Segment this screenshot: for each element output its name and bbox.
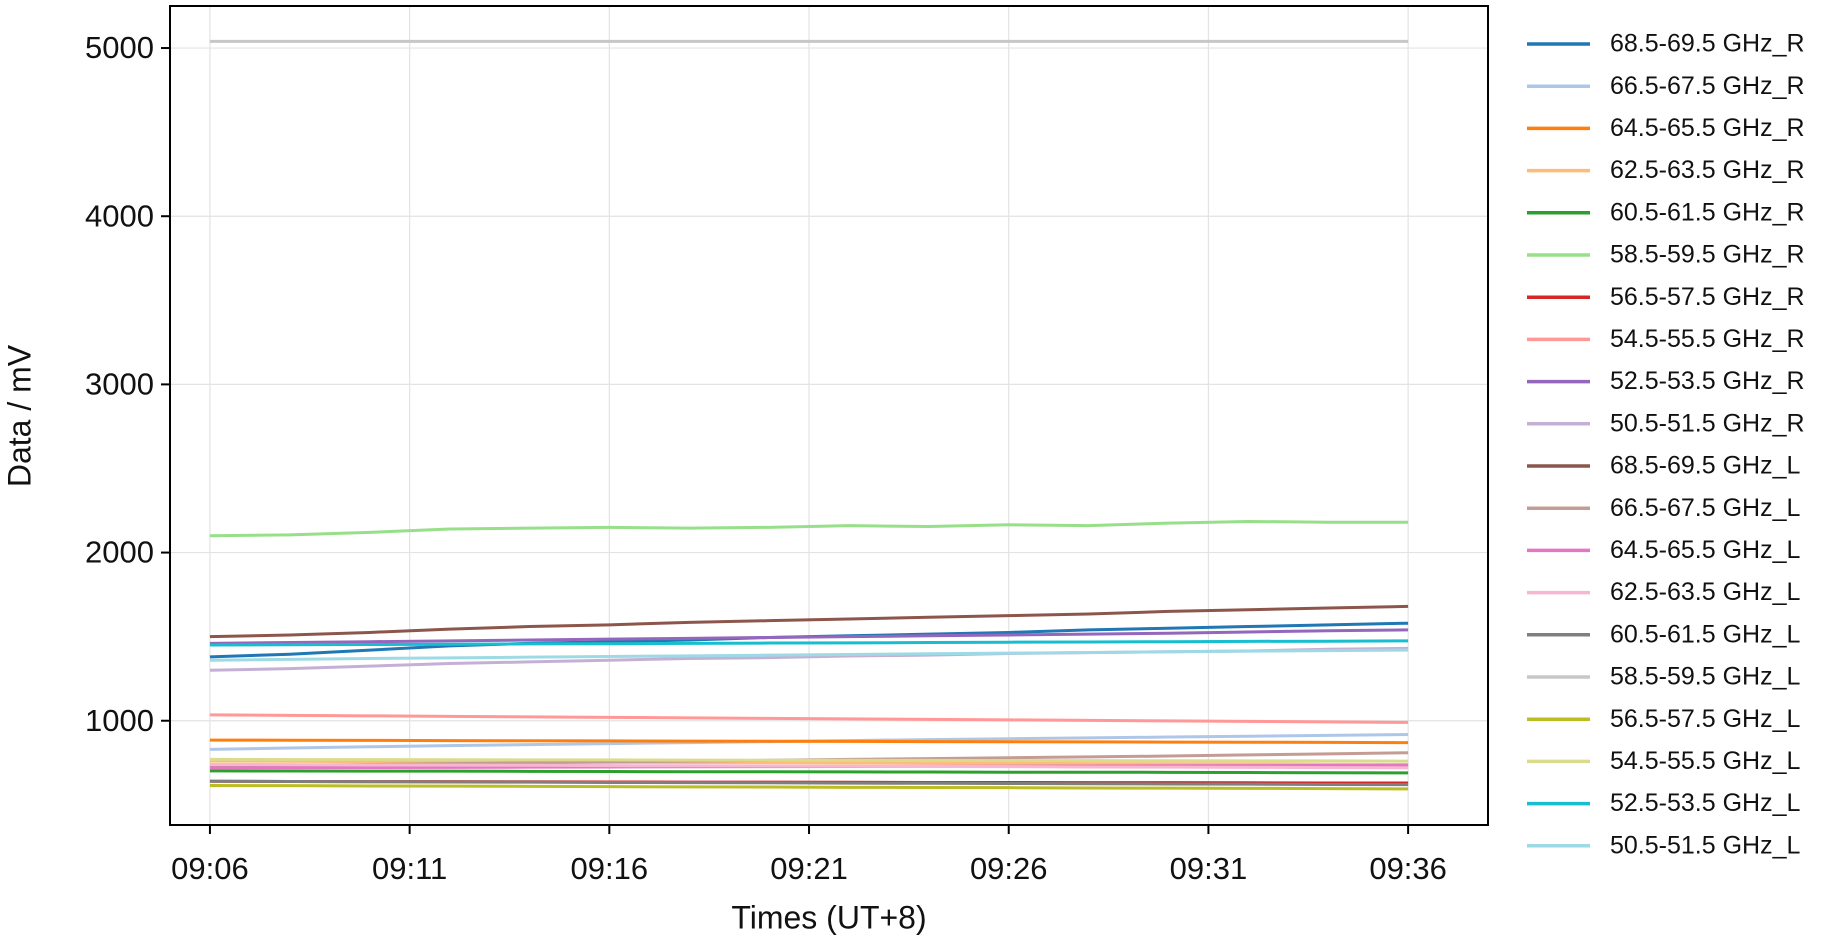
x-tick-label: 09:16 bbox=[571, 851, 649, 886]
plot-frame bbox=[169, 5, 1489, 826]
series-line bbox=[209, 759, 1409, 766]
series-line bbox=[209, 648, 1409, 662]
legend-label: 60.5-61.5 GHz_L bbox=[1610, 620, 1800, 648]
legend-label: 52.5-53.5 GHz_L bbox=[1610, 789, 1800, 817]
legend-label: 50.5-51.5 GHz_R bbox=[1610, 409, 1805, 437]
legend-label: 66.5-67.5 GHz_R bbox=[1610, 72, 1805, 100]
x-axis-label: Times (UT+8) bbox=[731, 899, 926, 935]
x-tick-label: 09:06 bbox=[171, 851, 249, 886]
legend-label: 56.5-57.5 GHz_L bbox=[1610, 705, 1800, 733]
y-tick-label: 4000 bbox=[85, 198, 154, 233]
legend: 68.5-69.5 GHz_R 66.5-67.5 GHz_R 64.5-65.5 … bbox=[1527, 30, 1805, 859]
x-tick-label: 09:36 bbox=[1369, 851, 1447, 886]
legend-label: 60.5-61.5 GHz_R bbox=[1610, 198, 1805, 226]
series-line bbox=[209, 783, 1409, 791]
legend-label: 56.5-57.5 GHz_R bbox=[1610, 283, 1805, 311]
legend-label: 64.5-65.5 GHz_L bbox=[1610, 536, 1800, 564]
legend-label: 50.5-51.5 GHz_L bbox=[1610, 831, 1800, 859]
legend-label: 58.5-59.5 GHz_R bbox=[1610, 241, 1805, 269]
y-tick-label: 3000 bbox=[85, 367, 154, 402]
series-line bbox=[209, 779, 1409, 787]
legend-label: 54.5-55.5 GHz_R bbox=[1610, 325, 1805, 353]
series-line bbox=[209, 604, 1409, 639]
ticks: 09:06 09:11 09:16 09:21 09:26 09:31 09:36 1000 2… bbox=[85, 30, 1447, 886]
y-axis-label: Data / mV bbox=[1, 344, 37, 487]
series-line bbox=[209, 769, 1409, 775]
x-tick-label: 09:21 bbox=[770, 851, 848, 886]
legend-label: 62.5-63.5 GHz_L bbox=[1610, 578, 1800, 606]
series-line bbox=[209, 519, 1409, 538]
y-tick-label: 5000 bbox=[85, 30, 154, 65]
legend-label: 68.5-69.5 GHz_R bbox=[1610, 30, 1805, 58]
series-line bbox=[209, 762, 1409, 770]
series-line bbox=[209, 628, 1409, 645]
legend-label: 58.5-59.5 GHz_L bbox=[1610, 663, 1800, 691]
lines bbox=[209, 39, 1409, 791]
series-line bbox=[209, 757, 1409, 763]
legend-label: 68.5-69.5 GHz_L bbox=[1610, 452, 1800, 480]
legend-label: 54.5-55.5 GHz_L bbox=[1610, 747, 1800, 775]
y-tick-label: 1000 bbox=[85, 703, 154, 738]
legend-label: 64.5-65.5 GHz_R bbox=[1610, 114, 1805, 142]
legend-label: 62.5-63.5 GHz_R bbox=[1610, 156, 1805, 184]
x-tick-label: 09:26 bbox=[970, 851, 1048, 886]
x-tick-label: 09:31 bbox=[1170, 851, 1248, 886]
y-tick-label: 2000 bbox=[85, 535, 154, 570]
series-line bbox=[209, 639, 1409, 647]
series-line bbox=[209, 713, 1409, 724]
x-tick-label: 09:11 bbox=[372, 851, 447, 886]
grid bbox=[170, 6, 1488, 825]
legend-label: 52.5-53.5 GHz_R bbox=[1610, 367, 1805, 395]
series-line bbox=[209, 738, 1409, 745]
legend-label: 66.5-67.5 GHz_L bbox=[1610, 494, 1800, 522]
